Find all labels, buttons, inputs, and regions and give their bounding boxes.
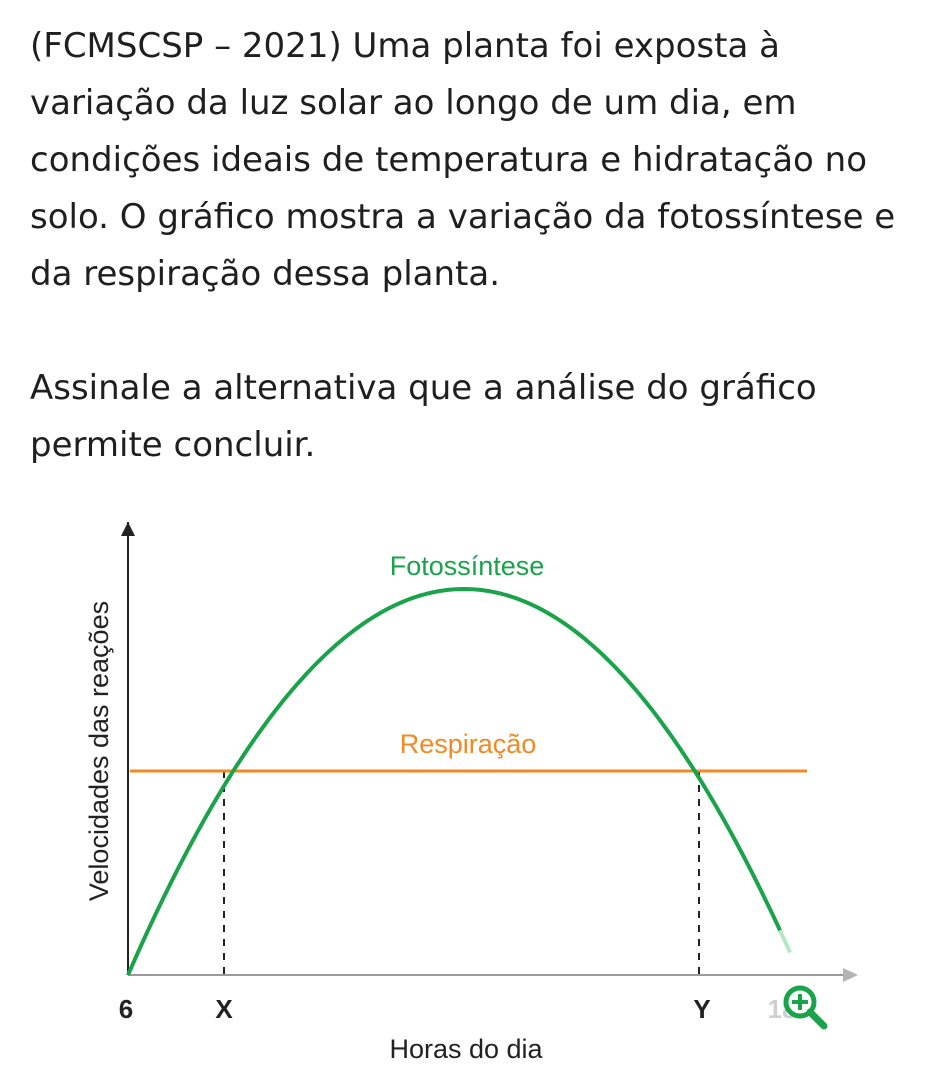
series-label-respiration: Respiração [400, 729, 537, 759]
question-instruction: Assinale a alternativa que a análise do … [30, 368, 817, 465]
photosynthesis-curve [126, 586, 782, 976]
x-tick-6: 6 [119, 994, 133, 1024]
photosynthesis-curve-tail [778, 929, 792, 954]
chart-figure: Fotossíntese Respiração 6 X Y 18 Horas d… [0, 500, 939, 1080]
zoom-in-icon [783, 985, 828, 1030]
x-axis-label: Horas do dia [389, 1034, 543, 1064]
question-text: (FCMSCSP – 2021) Uma planta foi exposta … [30, 18, 910, 474]
series-label-photosynthesis: Fotossíntese [390, 551, 545, 581]
x-tick-y: Y [693, 994, 710, 1024]
x-tick-x: X [215, 994, 233, 1024]
x-axis-arrow [843, 968, 858, 982]
y-axis-arrow [121, 522, 135, 536]
question-statement: (FCMSCSP – 2021) Uma planta foi exposta … [30, 26, 896, 294]
y-axis-label: Velocidades das reações [84, 601, 114, 901]
zoom-button[interactable] [778, 983, 834, 1033]
chart-svg: Fotossíntese Respiração 6 X Y 18 Horas d… [84, 522, 858, 1064]
